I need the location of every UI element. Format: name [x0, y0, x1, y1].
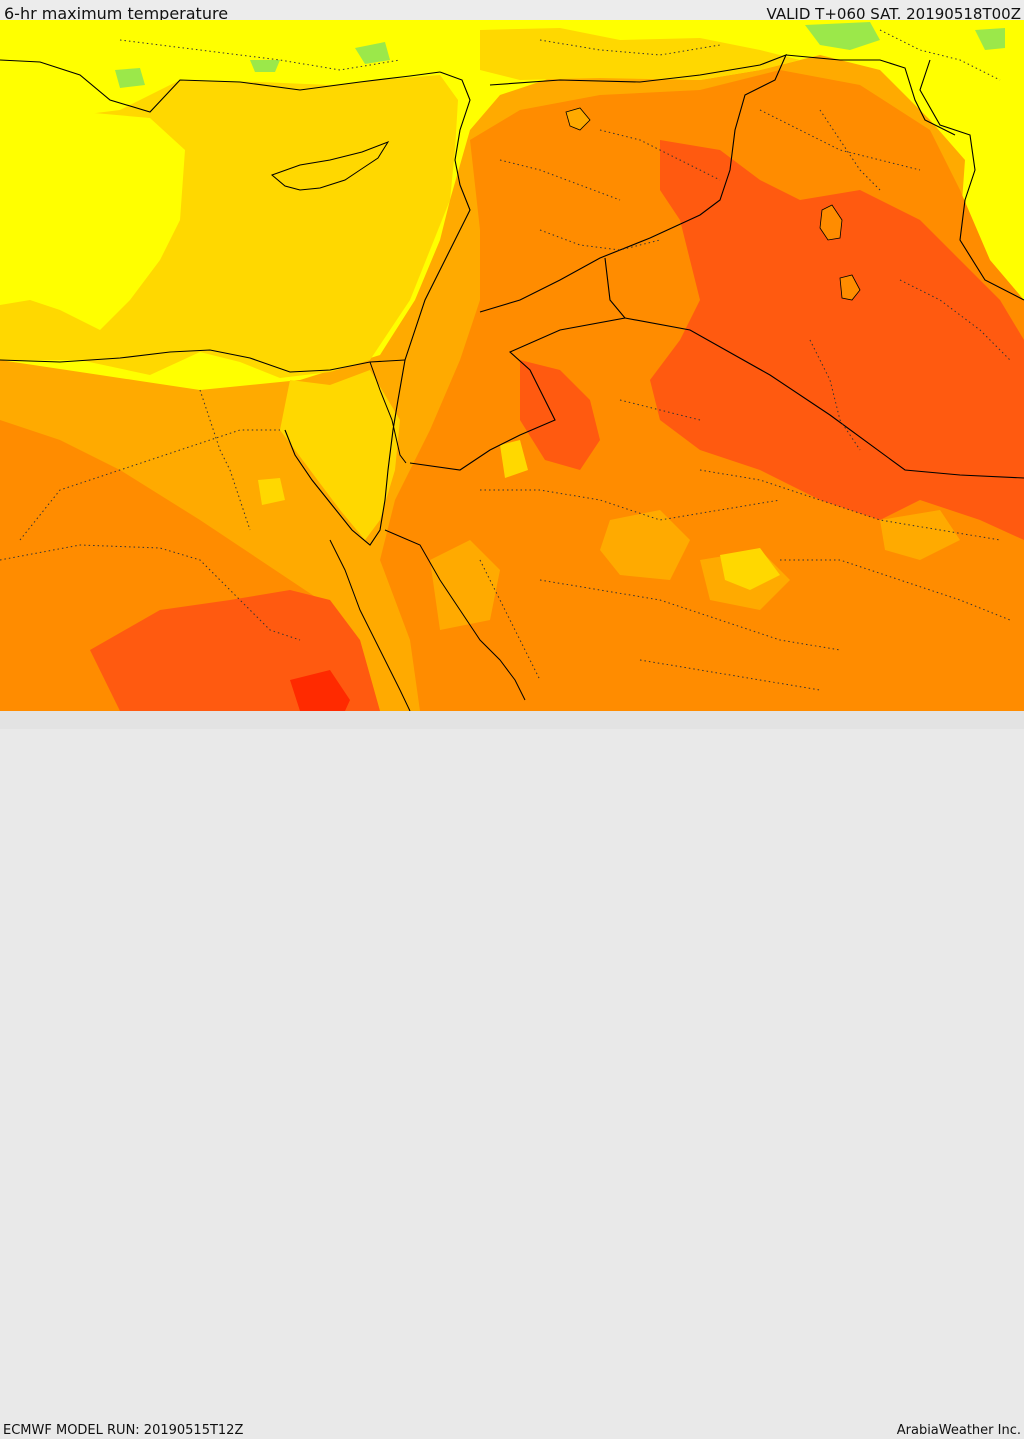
field-green-4 [115, 68, 145, 88]
field-mild-north [480, 28, 800, 80]
footer-bar: ECMWF MODEL RUN: 20190515T12Z ArabiaWeat… [0, 711, 1024, 1438]
field-warm-patch-5 [720, 548, 780, 590]
coastline-red-sea-east [384, 529, 526, 701]
coastline-red-sea-west [329, 539, 411, 711]
field-warm-patch-3 [880, 510, 960, 560]
border-syria-iraq [479, 54, 788, 313]
field-warm-patch-7 [258, 478, 285, 505]
border-jordan-saudi [409, 257, 627, 471]
cyprus-island [271, 140, 390, 191]
header-bar: 6-hr maximum temperature VALID T+060 SAT… [0, 0, 1024, 23]
lake-tharthar [819, 204, 843, 241]
field-warm-patch-4 [430, 540, 500, 630]
field-green-2 [975, 28, 1005, 50]
internal-boundaries [0, 29, 1011, 691]
border-iraq-saudi [624, 317, 1024, 479]
field-sinai-yellow [280, 370, 400, 540]
field-very-hot-central [520, 360, 600, 470]
field-green-1 [805, 22, 880, 50]
field-extreme-south [290, 670, 350, 711]
lake-assad [565, 107, 591, 131]
field-warm-patch-6 [500, 440, 528, 478]
field-warm-patch-1 [600, 510, 690, 580]
model-run-label: ECMWF MODEL RUN: 20190515T12Z [3, 1423, 244, 1438]
map-title: 6-hr maximum temperature [4, 4, 229, 23]
coastline-egypt-north [0, 349, 406, 373]
valid-time: VALID T+060 SAT. 20190518T00Z [766, 5, 1021, 23]
coastline-turkey [0, 59, 441, 113]
lake-razzaza [839, 274, 861, 301]
field-green-3 [355, 42, 390, 64]
border-egypt-israel [369, 361, 407, 464]
credit-label: ArabiaWeather Inc. [896, 1423, 1021, 1438]
sea-west-yellow [0, 110, 185, 330]
field-green-5 [250, 60, 280, 72]
temperature-map [0, 20, 1024, 711]
coastline-persian-gulf [919, 59, 1024, 301]
field-very-hot-iraq [650, 140, 1024, 540]
border-iran-iraq [785, 54, 956, 136]
